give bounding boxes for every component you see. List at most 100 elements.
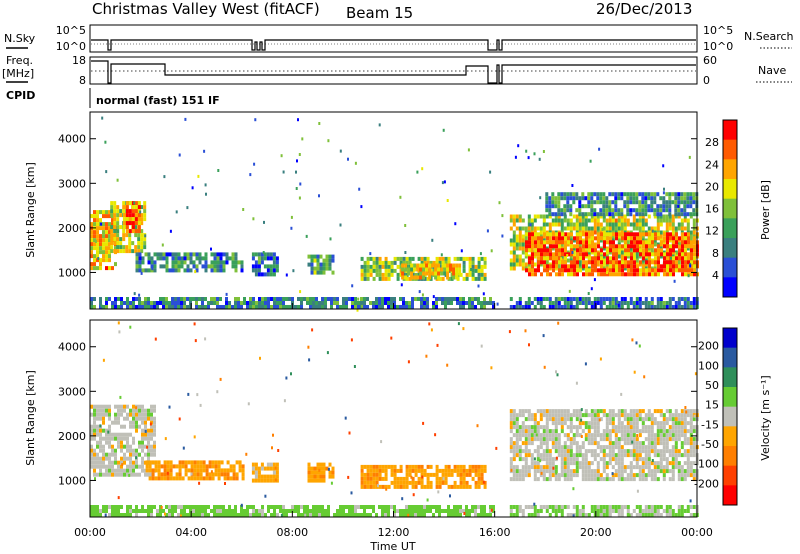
heatmap-cell (113, 241, 117, 246)
heatmap-cell (635, 445, 639, 450)
heatmap-cell (114, 305, 117, 309)
heatmap-speck (274, 478, 277, 482)
heatmap-cell (150, 513, 153, 517)
heatmap-cell (612, 240, 615, 245)
heatmap-cell (138, 256, 142, 261)
heatmap-cell (552, 240, 555, 245)
heatmap-cell (342, 305, 345, 309)
y-tick-label: 1000 (58, 266, 86, 279)
heatmap-cell (509, 297, 513, 301)
heatmap-cell (648, 256, 651, 261)
heatmap-cell (599, 473, 603, 478)
heatmap-cell (638, 453, 642, 458)
heatmap-cell (566, 218, 570, 223)
heatmap-cell (204, 505, 207, 509)
heatmap-cell (656, 509, 660, 513)
heatmap-cell (184, 472, 188, 477)
heatmap-cell (603, 252, 606, 257)
heatmap-cell (588, 256, 591, 261)
heatmap-cell (515, 234, 519, 239)
heatmap-cell (560, 305, 564, 309)
heatmap-cell (521, 477, 525, 482)
heatmap-cell (111, 448, 114, 453)
heatmap-cell (141, 505, 144, 509)
heatmap-cell (609, 256, 612, 261)
heatmap-cell (413, 263, 417, 268)
heatmap-cell (653, 214, 657, 219)
heatmap-cell (119, 249, 123, 254)
heatmap-cell (545, 505, 549, 509)
heatmap-cell (581, 196, 585, 201)
heatmap-cell (120, 464, 123, 469)
heatmap-cell (204, 256, 208, 261)
heatmap-cell (269, 466, 273, 471)
heatmap-cell (638, 509, 642, 513)
heatmap-cell (150, 432, 153, 437)
heatmap-cell (93, 242, 96, 247)
heatmap-cell (474, 472, 478, 477)
nsky-tick-top: 10^5 (56, 24, 86, 37)
heatmap-cell (617, 238, 621, 243)
heatmap-cell (178, 472, 182, 477)
heatmap-cell (219, 268, 223, 273)
heatmap-cell (623, 226, 627, 231)
heatmap-cell (554, 441, 558, 446)
heatmap-cell (381, 484, 385, 489)
heatmap-speck (199, 403, 202, 407)
heatmap-cell (114, 301, 117, 305)
heatmap-cell (96, 238, 99, 243)
heatmap-cell (134, 201, 138, 206)
heatmap-cell (599, 505, 603, 509)
heatmap-cell (153, 408, 156, 413)
heatmap-cell (105, 242, 108, 247)
heatmap-cell (575, 196, 579, 201)
heatmap-cell (437, 271, 441, 276)
heatmap-cell (665, 417, 669, 422)
heatmap-cell (585, 260, 588, 265)
heatmap-cell (561, 252, 564, 257)
heatmap-cell (147, 305, 150, 309)
heatmap-cell (480, 513, 483, 517)
heatmap-cell (584, 469, 588, 474)
heatmap-cell (222, 260, 226, 265)
heatmap-cell (120, 404, 123, 409)
heatmap-cell (662, 465, 666, 470)
heatmap-cell (140, 221, 144, 226)
heatmap-cell (608, 441, 612, 446)
heatmap-cell (593, 242, 597, 247)
heatmap-cell (647, 192, 651, 197)
heatmap-cell (316, 258, 320, 263)
heatmap-speck (449, 494, 451, 498)
heatmap-cell (169, 472, 173, 477)
heatmap-cell (480, 272, 484, 277)
heatmap-cell (593, 297, 597, 301)
heatmap-cell (177, 252, 181, 257)
heatmap-cell (110, 237, 114, 242)
heatmap-cell (674, 226, 678, 231)
heatmap-cell (135, 252, 139, 257)
heatmap-cell (483, 264, 487, 269)
heatmap-cell (381, 505, 384, 509)
heatmap-cell (584, 246, 588, 251)
heatmap-cell (141, 416, 144, 421)
heatmap-cell (683, 196, 687, 201)
heatmap-cell (672, 264, 675, 269)
heatmap-cell (650, 437, 654, 442)
heatmap-cell (232, 464, 236, 469)
heatmap-cell (630, 240, 633, 245)
heatmap-cell (171, 505, 174, 509)
heatmap-cell (90, 444, 93, 449)
heatmap-cell (156, 256, 160, 261)
heatmap-cell (198, 256, 202, 261)
heatmap-cell (387, 305, 390, 309)
heatmap-cell (140, 229, 144, 234)
heatmap-cell (656, 465, 660, 470)
heatmap-cell (492, 509, 495, 513)
heatmap-cell (99, 210, 102, 215)
heatmap-cell (150, 509, 153, 513)
heatmap-cell (204, 264, 208, 269)
heatmap-cell (608, 457, 612, 462)
heatmap-cell (692, 297, 696, 301)
heatmap-cell (396, 264, 400, 269)
heatmap-cell (563, 477, 567, 482)
